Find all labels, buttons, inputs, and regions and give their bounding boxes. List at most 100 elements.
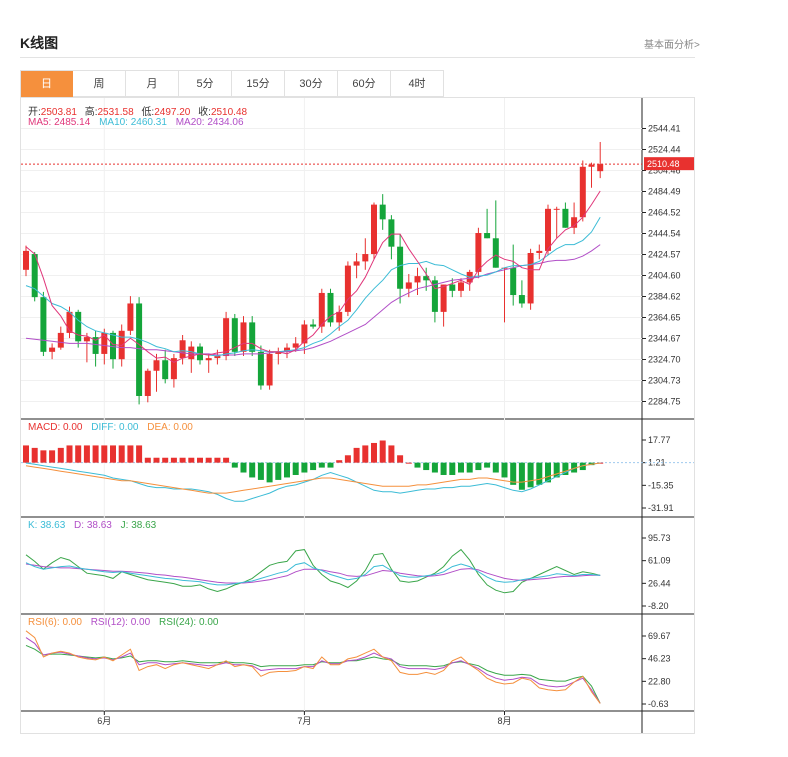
macd-bar-8 xyxy=(92,445,99,463)
macd-bar-26 xyxy=(249,462,256,478)
tab-5[interactable]: 30分 xyxy=(285,71,338,97)
macd-legend-diff: DIFF: 0.00 xyxy=(91,422,139,433)
candle-body-60 xyxy=(545,208,551,251)
kdj-k-line xyxy=(25,562,601,586)
macd-bar-12 xyxy=(127,445,134,463)
rsi-tick-label-0: 69.67 xyxy=(648,631,671,641)
candle-body-25 xyxy=(240,322,247,352)
candle-body-30 xyxy=(284,347,290,352)
macd-bar-64 xyxy=(579,462,586,471)
tab-3[interactable]: 5分 xyxy=(179,71,232,97)
tab-4[interactable]: 15分 xyxy=(232,71,285,97)
candle-body-44 xyxy=(405,282,412,289)
candle-body-24 xyxy=(231,318,238,352)
candle-body-15 xyxy=(153,360,160,371)
macd-bar-35 xyxy=(327,462,334,468)
macd-bar-27 xyxy=(257,462,264,480)
rsi24-line xyxy=(25,644,601,704)
candle-body-21 xyxy=(205,358,212,361)
macd-bar-37 xyxy=(344,455,351,463)
candle-body-3 xyxy=(49,347,56,352)
x-tick-label-1: 7月 xyxy=(297,716,311,726)
current-price-tag xyxy=(644,157,694,171)
low-value: 2497.20 xyxy=(154,107,191,118)
candle-body-26 xyxy=(249,322,256,352)
kdj-tick-label-0: 95.73 xyxy=(648,533,671,543)
candle-body-36 xyxy=(336,311,343,323)
macd-tick-label-3: -31.91 xyxy=(648,503,674,513)
tab-7[interactable]: 4时 xyxy=(391,71,444,97)
price-tick-label-11: 2324.70 xyxy=(648,355,681,365)
macd-bar-15 xyxy=(153,457,160,463)
macd-bar-33 xyxy=(310,462,317,471)
macd-bar-38 xyxy=(353,447,360,463)
ma10-line xyxy=(25,216,601,357)
macd-bar-48 xyxy=(440,462,447,475)
kline-chart[interactable]: 2544.41 2524.44 2504.46 2484.49 2464.52 2444.… xyxy=(21,98,694,733)
price-tick-label-1: 2524.44 xyxy=(648,144,681,154)
tab-6[interactable]: 60分 xyxy=(338,71,391,97)
candle-body-62 xyxy=(562,208,569,228)
candle-body-14 xyxy=(144,370,151,396)
candle-body-5 xyxy=(66,311,73,333)
rsi-legend-24: RSI(24): 0.00 xyxy=(158,617,219,628)
candle-body-49 xyxy=(449,284,456,291)
candle-body-12 xyxy=(127,303,134,331)
candle-body-58 xyxy=(527,252,534,304)
kdj-tick-label-2: 26.44 xyxy=(648,578,671,588)
macd-bar-17 xyxy=(170,457,177,463)
macd-bar-58 xyxy=(527,462,534,488)
macd-bar-42 xyxy=(388,445,395,463)
candle-body-56 xyxy=(510,267,517,296)
kdj-tick-label-3: -8.20 xyxy=(648,601,669,611)
open-label: 开: xyxy=(28,107,41,118)
rsi-legend-12: RSI(12): 0.00 xyxy=(90,617,151,628)
macd-bar-55 xyxy=(501,462,508,478)
tab-1[interactable]: 周 xyxy=(73,71,126,97)
macd-bar-46 xyxy=(423,462,430,471)
macd-bar-40 xyxy=(371,442,377,463)
candle-body-52 xyxy=(475,233,482,272)
kdj-legend: K: 38.63 D: 38.63 J: 38.63 xyxy=(28,520,156,531)
macd-bar-4 xyxy=(57,447,64,463)
kdj-legend-k: K: 38.63 xyxy=(28,520,66,531)
macd-bar-6 xyxy=(75,445,82,463)
candle-body-63 xyxy=(571,217,578,228)
macd-bar-49 xyxy=(449,462,456,475)
macd-bar-31 xyxy=(292,462,299,475)
tab-2[interactable]: 月 xyxy=(126,71,179,97)
macd-bar-9 xyxy=(101,445,108,463)
candle-body-41 xyxy=(379,204,386,220)
close-label: 收: xyxy=(198,107,211,118)
macd-bar-54 xyxy=(492,462,499,473)
candle-body-1 xyxy=(31,254,38,298)
tab-0[interactable]: 日 xyxy=(21,71,73,97)
price-tick-label-13: 2284.75 xyxy=(648,397,681,407)
title-divider xyxy=(20,57,695,58)
kdj-legend-j: J: 38.63 xyxy=(120,520,157,531)
fundamental-analysis-link[interactable]: 基本面分析> xyxy=(644,40,700,51)
macd-bar-41 xyxy=(379,440,386,463)
candle-body-4 xyxy=(57,332,64,348)
candle-body-59 xyxy=(536,250,543,253)
current-price-label: 2510.48 xyxy=(647,159,680,169)
macd-bar-59 xyxy=(536,462,543,485)
rsi-legend-6: RSI(6): 0.00 xyxy=(28,617,82,628)
chart-frame: 2544.41 2524.44 2504.46 2484.49 2464.52 2444.… xyxy=(20,97,695,734)
page-title: K线图 xyxy=(20,35,59,51)
candle-body-39 xyxy=(362,254,369,262)
period-tabs: 日周月 5分 15分 30分 60分 4时 xyxy=(20,70,444,98)
candle-body-48 xyxy=(440,284,447,312)
candle-body-34 xyxy=(318,292,325,327)
macd-bar-11 xyxy=(118,445,125,463)
rsi-legend: RSI(6): 0.00 RSI(12): 0.00 RSI(24): 0.00 xyxy=(28,617,218,628)
candle-body-50 xyxy=(458,282,464,291)
macd-bar-7 xyxy=(83,445,90,463)
candle-body-46 xyxy=(423,276,430,281)
candle-body-28 xyxy=(266,353,273,386)
price-tick-label-9: 2364.65 xyxy=(648,312,681,322)
macd-bar-44 xyxy=(405,462,412,464)
rsi-tick-label-2: 22.80 xyxy=(648,676,671,686)
ma10-label: MA10: xyxy=(99,117,128,128)
macd-bar-47 xyxy=(431,462,438,473)
